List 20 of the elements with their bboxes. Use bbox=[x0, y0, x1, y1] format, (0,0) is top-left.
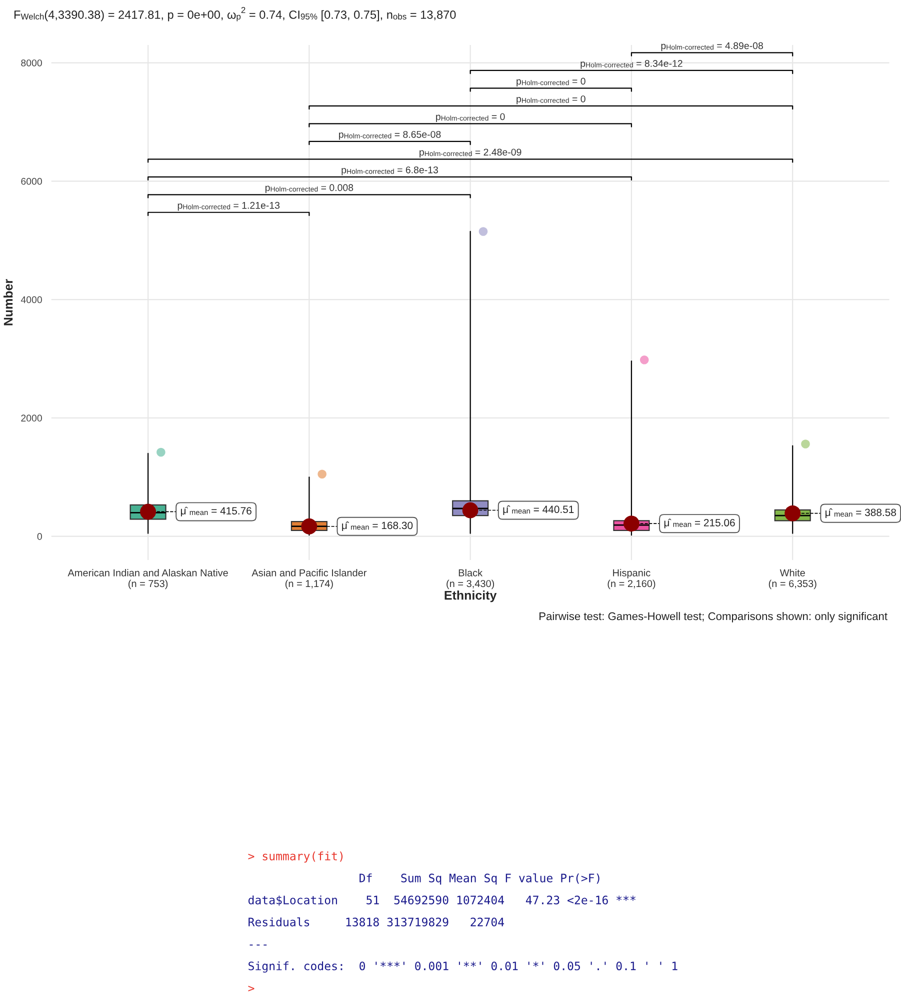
y-tick-label: 8000 bbox=[21, 59, 42, 66]
text: > bbox=[248, 986, 254, 992]
x-tick-label: American Indian and Alaskan Native (n = 753) bbox=[68, 569, 228, 590]
y-tick-label: 6000 bbox=[21, 178, 42, 185]
text: data$Location 51 54692590 1072404 47.23 <2e-16 *** bbox=[248, 895, 636, 906]
x-axis-title: Ethnicity bbox=[444, 590, 497, 602]
text: Df Sum Sq Mean Sq F value Pr(>F) bbox=[360, 873, 600, 885]
text: Residuals 13818 313719829 22704 bbox=[248, 917, 504, 926]
y-tick-label: 4000 bbox=[20, 296, 42, 304]
x-tick-label: White (n = 6,353) bbox=[768, 569, 816, 590]
text: > summary(fit) bbox=[248, 851, 343, 863]
x-tick-label: Black (n = 3,430) bbox=[446, 569, 494, 590]
text: Pairwise test: Games-Howell test; Comparisons shown: only significant bbox=[540, 612, 888, 622]
text: Signif. codes: 0 '***' 0.001 '**' 0.01 '*' 0.05 '.' 0.1 ' ' 1 bbox=[248, 961, 678, 973]
y-tick-label: 2000 bbox=[21, 414, 42, 422]
y-tick-label: 0 bbox=[37, 533, 42, 540]
x-tick-label: Asian and Pacific Islander (n = 1,174) bbox=[252, 569, 367, 590]
y-axis-title: Number bbox=[3, 279, 13, 326]
text: --- bbox=[250, 944, 267, 946]
x-tick-label: Hispanic (n = 2,160) bbox=[608, 569, 656, 590]
